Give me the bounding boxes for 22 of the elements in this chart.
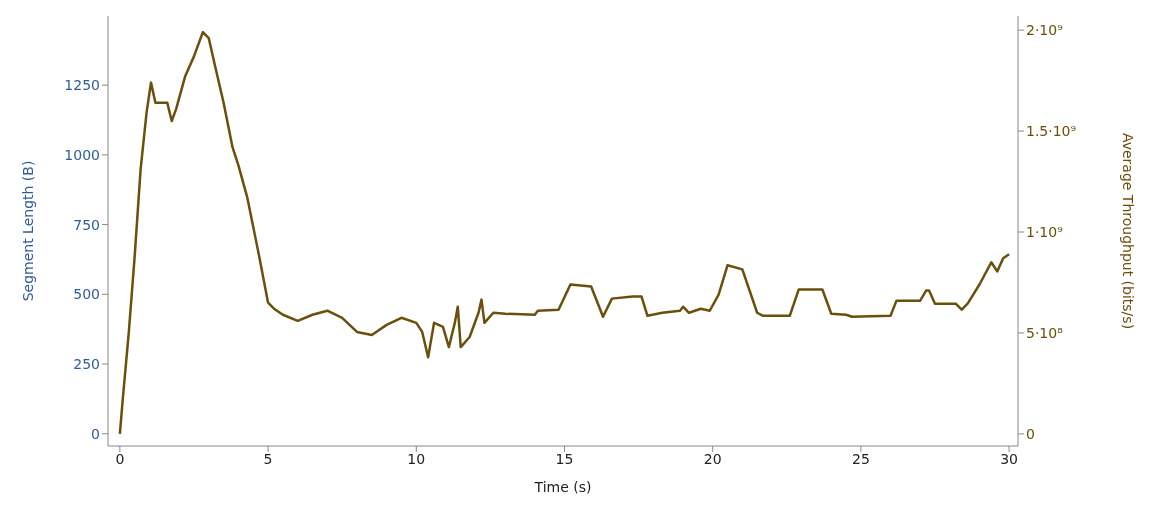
- y2-tick-label: 1.5·10⁹: [1026, 123, 1077, 140]
- y-tick-label: 250: [73, 355, 100, 372]
- x-tick-label: 15: [555, 450, 574, 467]
- x-tick-label: 20: [703, 450, 722, 467]
- y-tick-label: 0: [91, 425, 100, 442]
- y2-tick-label: 1·10⁹: [1026, 223, 1064, 240]
- y2-tick-label: 2·10⁹: [1026, 22, 1064, 39]
- y-tick-label: 750: [73, 216, 100, 233]
- y-tick-label: 500: [73, 286, 100, 303]
- x-tick-label: 0: [115, 450, 125, 467]
- x-axis-title: Time (s): [533, 479, 592, 495]
- y-tick-label: 1250: [64, 77, 100, 94]
- y2-axis-title: Average Throughput (bits/s): [1120, 132, 1137, 330]
- y-tick-label: 1000: [64, 146, 100, 163]
- y2-tick-label: 0: [1026, 425, 1035, 442]
- x-tick-label: 10: [407, 450, 426, 467]
- line-series: [118, 30, 1011, 436]
- x-tick-label: 5: [263, 450, 273, 467]
- y2-tick-label: 5·10⁸: [1026, 324, 1064, 341]
- x-tick-label: 25: [851, 450, 870, 467]
- y-axis-title: Segment Length (B): [19, 160, 36, 302]
- x-tick-label: 30: [1000, 450, 1019, 467]
